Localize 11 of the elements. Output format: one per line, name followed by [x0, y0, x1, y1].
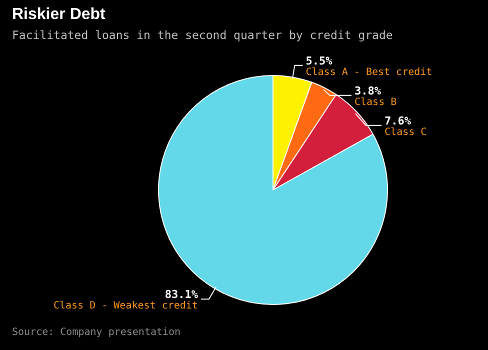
- slice-label: Class A - Best credit: [306, 66, 432, 78]
- slice-label: Class D - Weakest credit: [53, 300, 198, 312]
- data-label: 83.1%: [164, 288, 198, 302]
- slice-label: Class C: [384, 126, 427, 138]
- chart-title: Riskier Debt: [12, 6, 106, 24]
- chart-subtitle: Facilitated loans in the second quarter by credit grade: [12, 28, 393, 42]
- slice-label: Class B: [354, 96, 397, 108]
- data-label: 7.6%: [384, 114, 412, 128]
- source-note: Source: Company presentation: [12, 327, 181, 338]
- data-label: 5.5%: [306, 54, 333, 68]
- data-label: 3.8%: [354, 84, 382, 98]
